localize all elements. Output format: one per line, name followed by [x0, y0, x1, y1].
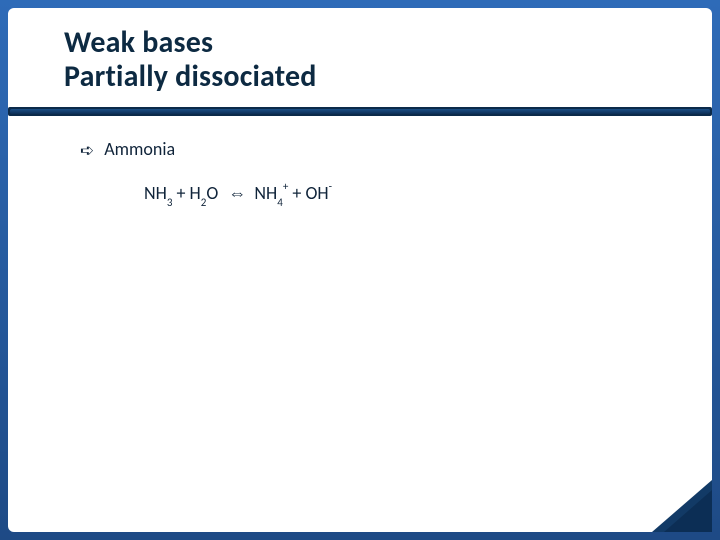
- eq-h2o-sub: 2: [201, 196, 207, 209]
- corner-triangle-icon: [652, 480, 712, 532]
- title-line-1: Weak bases: [64, 26, 712, 60]
- title-line-2: Partially dissociated: [64, 60, 712, 94]
- eq-plus-2: +: [292, 182, 301, 204]
- eq-nh4-base: NH: [254, 182, 277, 204]
- eq-oh-sup: -: [329, 180, 332, 193]
- eq-h2o-h: H: [190, 182, 201, 204]
- corner-decoration: [652, 480, 712, 532]
- bullet-text: Ammonia: [104, 138, 175, 160]
- eq-nh3-sub: 3: [167, 196, 173, 209]
- divider-bar: [8, 107, 712, 116]
- title-block: Weak bases Partially dissociated: [8, 8, 712, 107]
- equation: NH3 + H2O ⇔ NH4+ + OH-: [144, 182, 656, 207]
- eq-nh3-base: NH: [144, 182, 167, 204]
- slide-card: Weak bases Partially dissociated ➪ Ammon…: [8, 8, 712, 532]
- equilibrium-arrow-icon: ⇔: [228, 182, 244, 204]
- eq-nh4-sup: +: [283, 180, 288, 193]
- content-area: ➪ Ammonia NH3 + H2O ⇔ NH4+ + OH-: [8, 116, 712, 207]
- eq-plus-1: +: [177, 182, 186, 204]
- eq-h2o-o: O: [206, 182, 218, 204]
- bullet-arrow-icon: ➪: [80, 142, 94, 159]
- eq-oh-base: OH: [305, 182, 328, 204]
- eq-nh4-sub: 4: [277, 196, 283, 209]
- bullet-row: ➪ Ammonia: [80, 138, 656, 160]
